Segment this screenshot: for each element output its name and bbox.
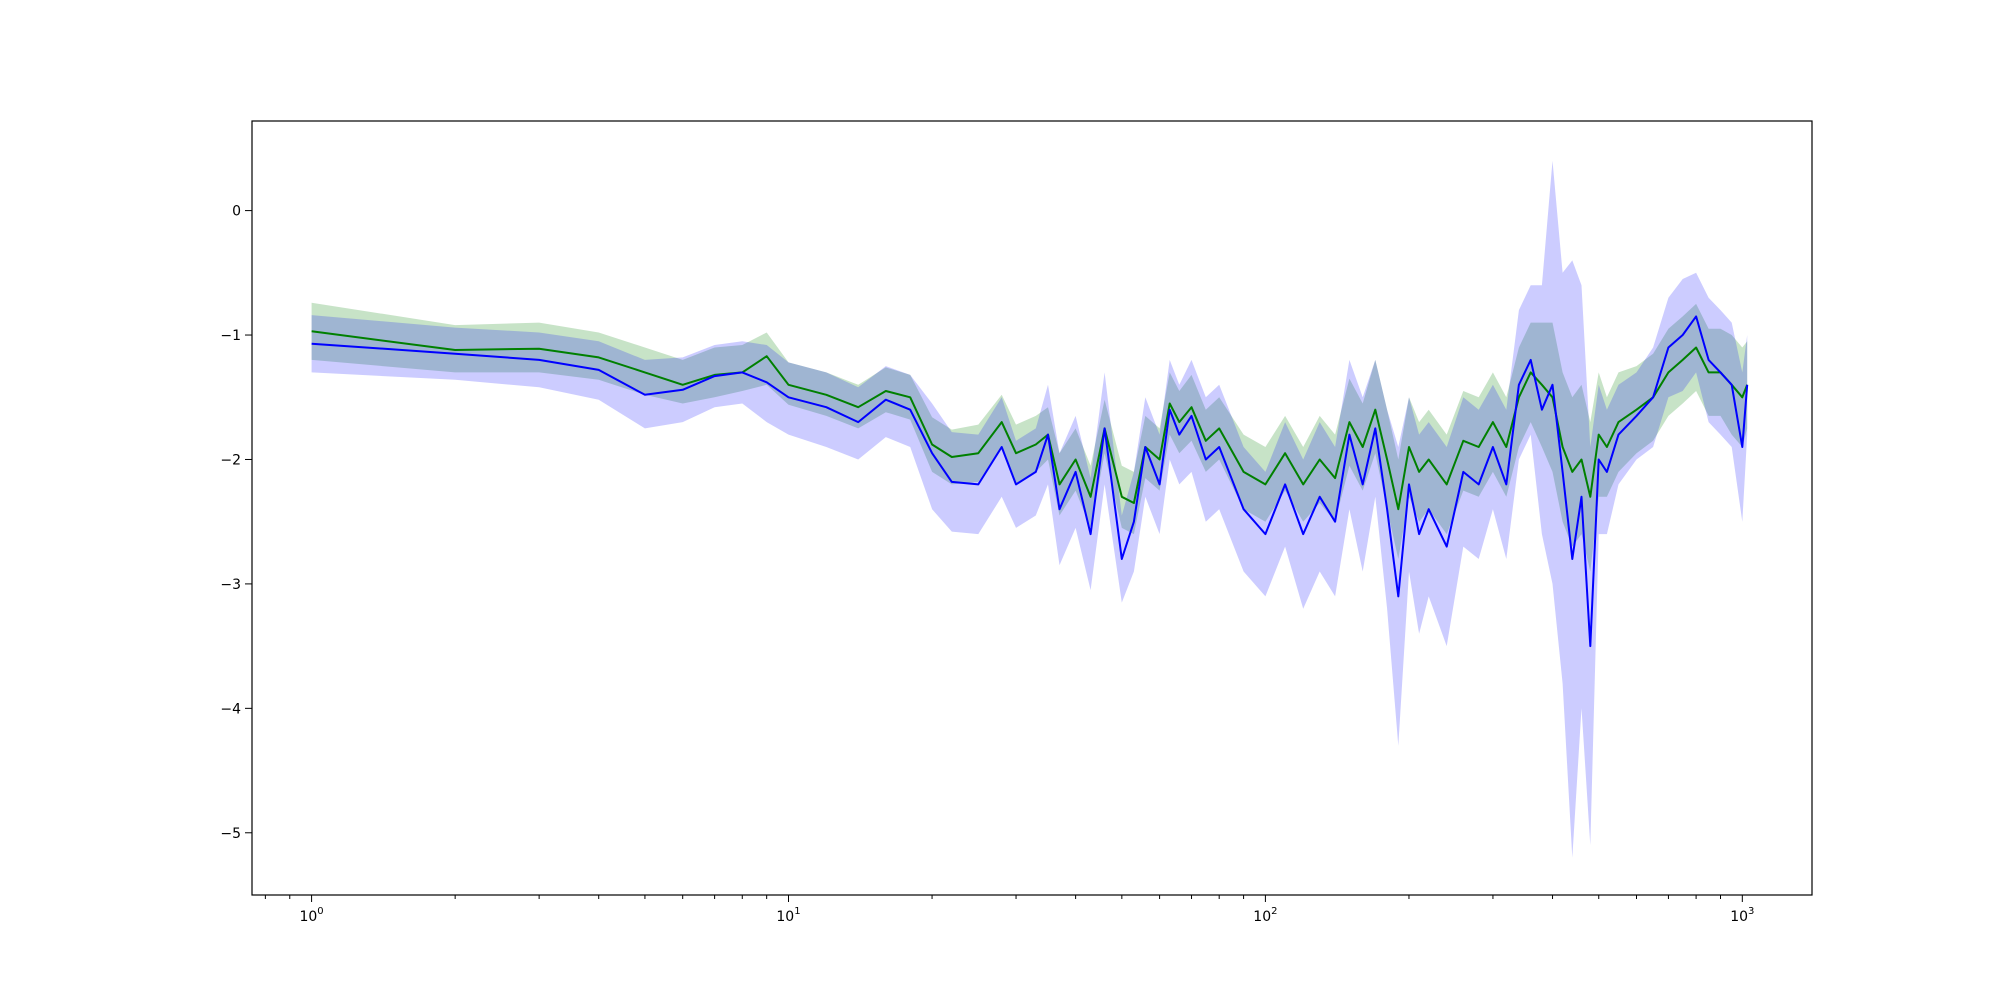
series-2-line [311, 315, 1749, 648]
x-tick-label: 100 [299, 906, 323, 925]
x-tick-label: 103 [1730, 906, 1754, 925]
y-tick-label: −4 [220, 701, 241, 717]
confidence-bands [311, 160, 1748, 858]
x-axis: 100 101 102 103 [264, 895, 1754, 925]
series-lines [311, 315, 1749, 648]
series-1-band [311, 302, 1748, 572]
series-1-line [311, 330, 1749, 511]
y-axis: 0 −1 −2 −3 −4 −5 [220, 204, 252, 842]
plot-frame [251, 120, 1813, 896]
y-tick-label: −5 [220, 826, 241, 842]
y-tick-label: −3 [220, 577, 241, 593]
series-2-band [311, 160, 1748, 858]
x-tick-label: 101 [776, 906, 800, 925]
x-tick-label: 102 [1253, 906, 1277, 925]
y-tick-label: 0 [232, 204, 241, 220]
y-tick-label: −1 [220, 328, 241, 344]
y-tick-label: −2 [220, 452, 241, 468]
